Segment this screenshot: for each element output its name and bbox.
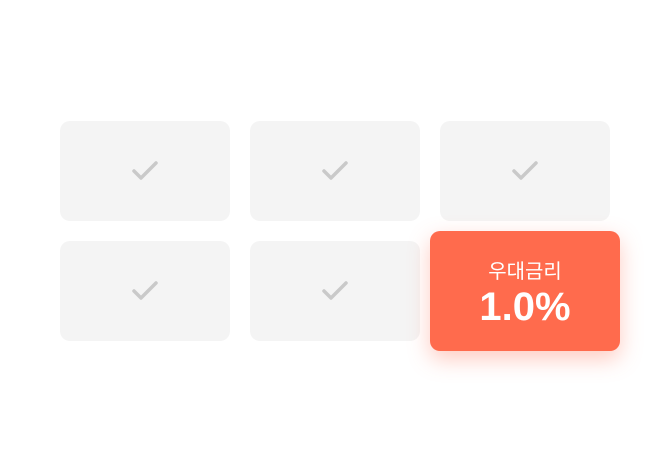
benefit-tile	[60, 241, 230, 341]
check-icon	[512, 161, 538, 180]
benefit-tile	[60, 121, 230, 221]
preferential-rate-label: 우대금리	[488, 259, 562, 283]
check-icon	[132, 281, 158, 300]
preferential-rate-value: 1.0%	[479, 285, 571, 329]
benefit-tile	[250, 241, 420, 341]
check-icon	[322, 161, 348, 180]
benefit-tile	[440, 121, 610, 221]
check-icon	[132, 161, 158, 180]
check-icon	[322, 281, 348, 300]
benefit-tile	[250, 121, 420, 221]
preferential-rate-card: 우대금리 1.0%	[430, 231, 620, 351]
